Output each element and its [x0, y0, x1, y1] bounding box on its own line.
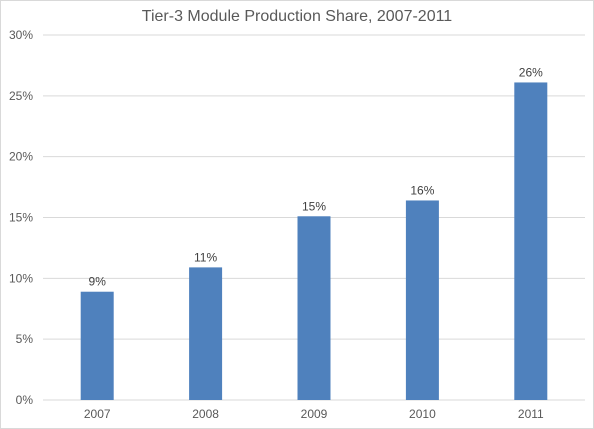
- x-tick-label: 2008: [192, 407, 219, 421]
- y-tick-label: 0%: [16, 393, 34, 407]
- data-label: 15%: [302, 199, 326, 213]
- data-label: 26%: [519, 65, 543, 79]
- x-tick-label: 2007: [84, 407, 111, 421]
- data-labels: 9% 11% 15% 16% 26%: [89, 65, 544, 288]
- bar: [297, 216, 331, 400]
- y-tick-label: 25%: [9, 89, 33, 103]
- x-tick-label: 2010: [409, 407, 436, 421]
- x-axis-ticks: 2007 2008 2009 2010 2011: [84, 407, 544, 421]
- bars: [80, 82, 548, 400]
- y-tick-label: 20%: [9, 150, 33, 164]
- y-tick-label: 10%: [9, 271, 33, 285]
- y-tick-label: 15%: [9, 211, 33, 225]
- data-label: 11%: [194, 250, 217, 264]
- data-label: 16%: [410, 183, 434, 197]
- bar: [189, 267, 223, 400]
- x-tick-label: 2011: [518, 407, 544, 421]
- y-tick-label: 30%: [9, 28, 33, 42]
- bar: [80, 291, 114, 400]
- x-tick-label: 2009: [301, 407, 328, 421]
- data-label: 9%: [89, 275, 107, 289]
- y-tick-label: 5%: [16, 332, 34, 346]
- y-axis-ticks: 0% 5% 10% 15% 20% 25% 30%: [9, 28, 33, 407]
- bar: [514, 82, 548, 400]
- bar: [405, 200, 439, 400]
- chart-title: Tier-3 Module Production Share, 2007-201…: [142, 8, 453, 25]
